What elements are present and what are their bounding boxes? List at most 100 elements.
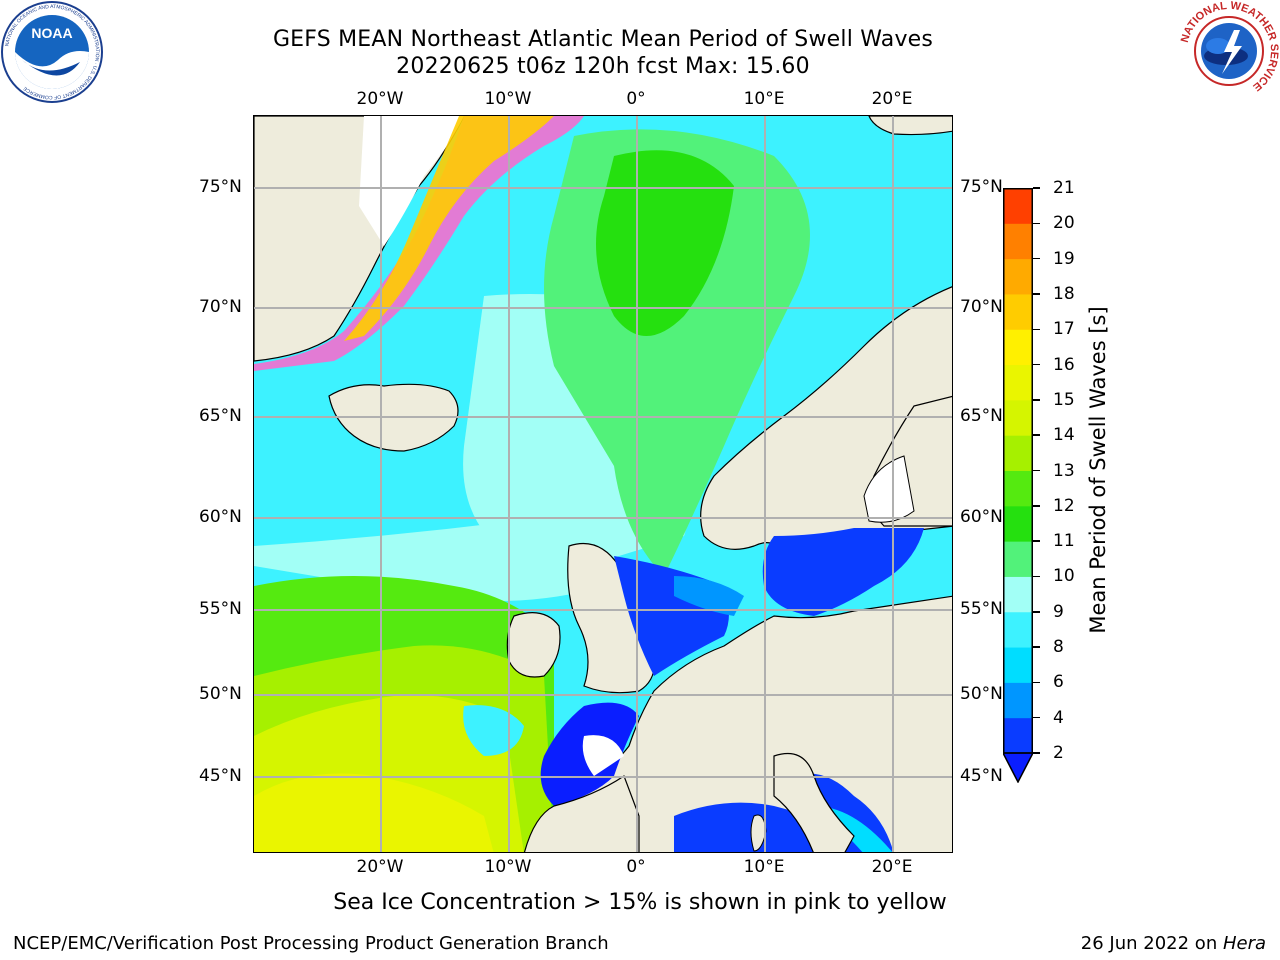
lon-label-top-20w: 20°W	[356, 89, 404, 109]
colorbar-tick-label: 20	[1053, 213, 1075, 234]
date-text: 26 Jun 2022 on	[1080, 933, 1223, 954]
lat-label-right-65n: 65°N	[960, 406, 1003, 426]
colorbar-tick-label: 2	[1053, 743, 1064, 763]
lat-label-left-75n: 75°N	[199, 177, 242, 197]
colorbar-tick	[1033, 469, 1040, 472]
colorbar-tick	[1033, 257, 1040, 260]
chart-title: GEFS MEAN Northeast Atlantic Mean Period…	[272, 27, 934, 52]
colorbar-tick	[1033, 681, 1040, 684]
colorbar-tick-label: 19	[1053, 248, 1075, 269]
lat-label-right-75n: 75°N	[960, 177, 1003, 197]
greenland-ice	[359, 116, 464, 246]
lon-label-top-10e: 10°E	[743, 89, 785, 109]
colorbar-bin	[1003, 576, 1033, 613]
colorbar-tick	[1033, 222, 1040, 225]
colorbar-tick	[1033, 505, 1040, 507]
sea-ice-yellow	[344, 116, 554, 341]
norwegian-sea-core	[596, 150, 734, 336]
colorbar-bin	[1003, 717, 1033, 754]
lat-label-left-70n: 70°N	[199, 297, 242, 317]
baltic-sea-blue	[762, 528, 924, 616]
lon-label-bottom-10e: 10°E	[743, 857, 785, 877]
noaa-logo: NOAA NATIONAL OCEANIC AND ATMOSPHERIC AD…	[1, 1, 103, 103]
bothnia-ice	[863, 455, 915, 523]
date-stamp: 26 Jun 2022 on Hera	[1081, 933, 1266, 954]
lat-label-right-50n: 50°N	[960, 684, 1003, 704]
colorbar-bin	[1003, 541, 1033, 577]
colorbar-tick	[1033, 328, 1040, 330]
sea-ice-note: Sea Ice Concentration > 15% is shown in …	[333, 890, 947, 915]
colorbar-tick-label: 8	[1053, 637, 1064, 658]
lat-label-right-60n: 60°N	[960, 507, 1003, 527]
colorbar-tick	[1033, 646, 1040, 648]
noaa-logo-text: NOAA	[31, 25, 72, 41]
ireland-land	[506, 612, 561, 678]
colorbar-bin	[1003, 188, 1033, 224]
colorbar-title: Mean Period of Swell Waves [s]	[1086, 306, 1110, 634]
lat-label-right-70n: 70°N	[960, 297, 1003, 317]
colorbar-bin	[1003, 470, 1033, 507]
italy-land	[773, 752, 855, 852]
lon-label-top-10w: 10°W	[484, 89, 532, 109]
colorbar-tick-label: 16	[1053, 354, 1075, 375]
north-sea-mid-blue	[674, 576, 744, 616]
colorbar-tick	[1033, 540, 1040, 542]
colorbar-tick-label: 14	[1053, 425, 1075, 446]
credit-text: NCEP/EMC/Verification Post Processing Pr…	[13, 933, 609, 954]
colorbar-bin	[1003, 223, 1033, 260]
swell-period-map	[254, 116, 952, 852]
colorbar-tick-label: 18	[1053, 283, 1075, 304]
nws-logo: NATIONAL WEATHER SERVICE	[1179, 0, 1280, 100]
lat-label-right-55n: 55°N	[960, 599, 1003, 619]
colorbar-tick-label: 15	[1053, 389, 1075, 410]
colorbar-tick-label: 9	[1053, 601, 1064, 622]
lat-label-left-60n: 60°N	[199, 507, 242, 527]
colorbar-tick	[1033, 575, 1040, 578]
colorbar-tick	[1033, 434, 1040, 436]
colorbar	[1003, 188, 1033, 783]
lon-label-bottom-20e: 20°E	[871, 857, 913, 877]
colorbar-bin	[1003, 647, 1033, 683]
colorbar-bin	[1003, 293, 1033, 330]
lon-label-bottom-0: 0°	[626, 857, 646, 877]
lon-label-bottom-20w: 20°W	[356, 857, 404, 877]
colorbar-tick-label: 12	[1053, 495, 1075, 516]
colorbar-tick-label: 4	[1053, 707, 1064, 728]
colorbar-bin	[1003, 258, 1033, 295]
colorbar-outline	[1003, 188, 1033, 754]
colorbar-tick-label: 6	[1053, 672, 1064, 693]
colorbar-bin	[1003, 364, 1033, 401]
colorbar-tick-label: 11	[1053, 531, 1075, 552]
colorbar-bin	[1003, 505, 1033, 542]
colorbar-tick	[1033, 363, 1040, 366]
biscay-white-patch	[582, 735, 624, 776]
lat-label-left-50n: 50°N	[199, 684, 242, 704]
colorbar-tick-label: 17	[1053, 319, 1075, 340]
colorbar-under-arrow	[1003, 752, 1033, 783]
colorbar-bin	[1003, 399, 1033, 436]
colorbar-tick	[1033, 399, 1040, 401]
colorbar-bin	[1003, 329, 1033, 366]
colorbar-tick	[1033, 611, 1040, 613]
atlantic-yellow-core	[254, 773, 494, 852]
colorbar-tick	[1033, 716, 1040, 719]
corsica-land	[750, 814, 767, 852]
colorbar-tick-label: 13	[1053, 460, 1075, 481]
colorbar-tick-label: 10	[1053, 566, 1075, 587]
lat-label-left-65n: 65°N	[199, 406, 242, 426]
lat-label-left-45n: 45°N	[199, 766, 242, 786]
chart-subtitle: 20220625 t06z 120h fcst Max: 15.60	[396, 54, 810, 79]
colorbar-tick-label: 21	[1053, 178, 1075, 198]
svalbard-land	[868, 116, 952, 136]
lon-label-top-0: 0°	[626, 89, 646, 109]
lon-label-bottom-10w: 10°W	[484, 857, 532, 877]
lat-label-left-55n: 55°N	[199, 599, 242, 619]
colorbar-bin	[1003, 611, 1033, 648]
map-panel	[253, 115, 953, 853]
machine-name: Hera	[1222, 933, 1266, 954]
colorbar-tick	[1033, 752, 1040, 754]
lat-label-right-45n: 45°N	[960, 766, 1003, 786]
colorbar-bin	[1003, 682, 1033, 719]
colorbar-tick	[1033, 187, 1040, 189]
graticule	[254, 116, 952, 852]
